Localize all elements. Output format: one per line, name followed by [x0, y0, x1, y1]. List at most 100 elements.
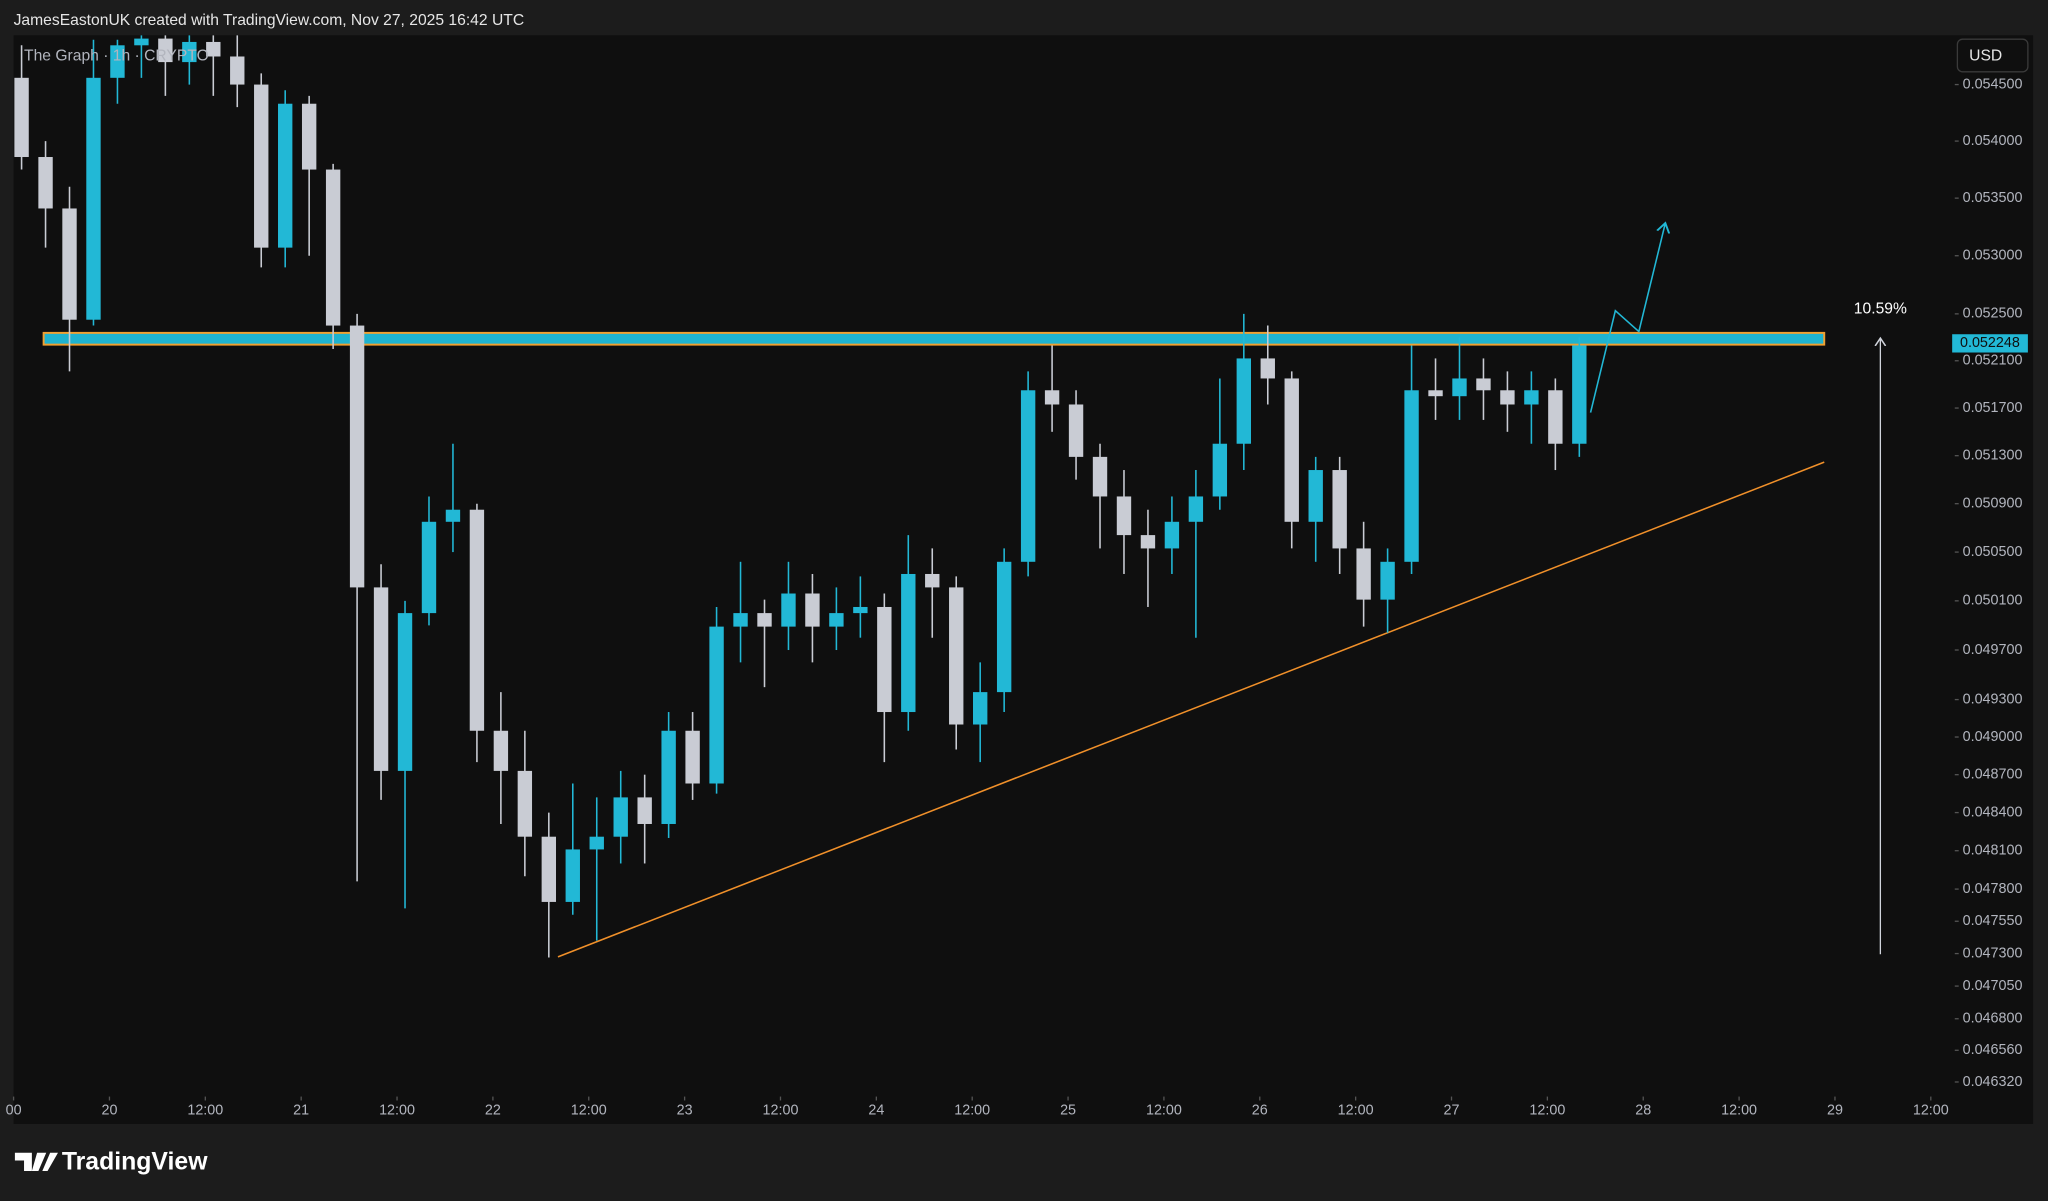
- y-tick-label: 0.047300: [1963, 945, 2023, 961]
- y-tick-label: 0.048400: [1963, 804, 2023, 820]
- x-tick-label: 12:00: [1913, 1103, 1949, 1119]
- resistance-zone: [42, 331, 1826, 346]
- candle-body: [733, 613, 748, 627]
- currency-box[interactable]: [1956, 38, 2029, 73]
- x-tick-label: 12:00: [1721, 1103, 1757, 1119]
- measure-label: 10.59%: [1854, 301, 1907, 318]
- candle-body: [1548, 390, 1563, 444]
- y-tick-label: 0.050500: [1963, 544, 2023, 560]
- candle-body: [541, 836, 557, 902]
- y-tick-label: 0.051300: [1963, 447, 2023, 463]
- y-tick-label: 0.048100: [1963, 843, 2023, 859]
- trend-line: [557, 461, 1825, 958]
- y-tick-label: 0.046320: [1963, 1074, 2023, 1090]
- candle-body: [1116, 496, 1132, 536]
- last-price-label: 0.052248: [1960, 335, 2020, 351]
- x-tick-label: 12:00: [571, 1103, 607, 1119]
- candle-body: [397, 613, 413, 771]
- x-tick-label: 12:00: [1338, 1103, 1374, 1119]
- candle-body: [1428, 390, 1443, 397]
- x-tick-label: 12:00: [763, 1103, 799, 1119]
- candle-body: [1188, 496, 1204, 522]
- candle-body: [973, 692, 988, 725]
- chart-title: The Graph · 1h · CRYPTO: [24, 47, 209, 64]
- candle-body: [996, 561, 1012, 693]
- candle-body: [853, 606, 868, 614]
- candle-body: [517, 770, 533, 837]
- y-tick-label: 0.053000: [1963, 248, 2023, 264]
- candle-body: [565, 849, 580, 902]
- candle-body: [1140, 535, 1156, 549]
- candle-body: [685, 730, 700, 784]
- candle-body: [1356, 548, 1371, 600]
- candle-body: [158, 38, 173, 63]
- candle-body: [925, 573, 940, 588]
- candle-body: [1476, 378, 1491, 391]
- last-price-marker: [1952, 334, 2028, 353]
- candle-body: [1308, 470, 1323, 522]
- candle-body: [589, 836, 604, 850]
- x-tick-label: 21: [293, 1103, 309, 1119]
- candle-body: [14, 77, 29, 158]
- x-tick-label: 23: [677, 1103, 693, 1119]
- candle-body: [1524, 390, 1539, 405]
- y-tick-label: 0.052100: [1963, 353, 2023, 369]
- candle-body: [637, 797, 652, 824]
- y-tick-label: 0.053500: [1963, 190, 2023, 206]
- candle-body: [349, 325, 365, 588]
- candle-body: [661, 730, 676, 824]
- y-tick-label: 0.047050: [1963, 978, 2023, 994]
- candle-body: [781, 593, 796, 627]
- x-tick-label: 12:00: [379, 1103, 415, 1119]
- y-tick-label: 0.050100: [1963, 593, 2023, 609]
- candle-body: [1572, 345, 1587, 444]
- candle-body: [1068, 404, 1084, 457]
- candle-body: [373, 587, 389, 771]
- candle-body: [469, 509, 485, 731]
- x-tick-label: 25: [1060, 1103, 1076, 1119]
- y-tick-label: 0.049300: [1963, 691, 2023, 707]
- candle-body: [1404, 390, 1419, 562]
- y-tick-label: 0.047550: [1963, 913, 2023, 929]
- x-tick-label: 27: [1444, 1103, 1460, 1119]
- attribution: JamesEastonUK created with TradingView.c…: [14, 12, 525, 29]
- x-tick-label: 12:00: [1146, 1103, 1182, 1119]
- candle-body: [829, 613, 844, 627]
- candle-body: [206, 41, 221, 57]
- candle-body: [949, 587, 964, 725]
- candle-body: [1380, 561, 1395, 600]
- candle-body: [1284, 378, 1299, 522]
- candle-body: [1164, 521, 1180, 549]
- candle-body: [445, 509, 461, 522]
- candle-body: [278, 103, 293, 248]
- x-tick-label: 12:00: [187, 1103, 223, 1119]
- y-tick-label: 0.049000: [1963, 729, 2023, 745]
- candle-body: [613, 797, 628, 837]
- candle-body: [1212, 443, 1228, 497]
- candle-body: [493, 730, 509, 771]
- x-tick-label: 12:00: [954, 1103, 990, 1119]
- chart-pane: [13, 35, 2034, 1124]
- candle-body: [1332, 470, 1347, 549]
- candle-body: [254, 84, 269, 248]
- x-tick-label: 28: [1635, 1103, 1651, 1119]
- candle-body: [134, 38, 149, 46]
- candle-body: [1020, 390, 1036, 562]
- candle-body: [805, 593, 820, 627]
- x-tick-label: 22: [485, 1103, 501, 1119]
- candle-body: [38, 157, 53, 209]
- y-tick-label: 0.051700: [1963, 400, 2023, 416]
- candle-body: [1260, 358, 1275, 379]
- candle-body: [757, 613, 772, 627]
- candle-body: [901, 573, 916, 713]
- candle-body: [1500, 390, 1515, 405]
- candle-body: [421, 521, 437, 614]
- candle-body: [1092, 456, 1108, 497]
- logo-icon: [14, 1152, 58, 1171]
- candle-body: [1044, 390, 1060, 405]
- candle-body: [230, 56, 245, 85]
- x-tick-label: 24: [868, 1103, 884, 1119]
- x-tick-label: 12:00: [1529, 1103, 1565, 1119]
- y-tick-label: 0.052500: [1963, 306, 2023, 322]
